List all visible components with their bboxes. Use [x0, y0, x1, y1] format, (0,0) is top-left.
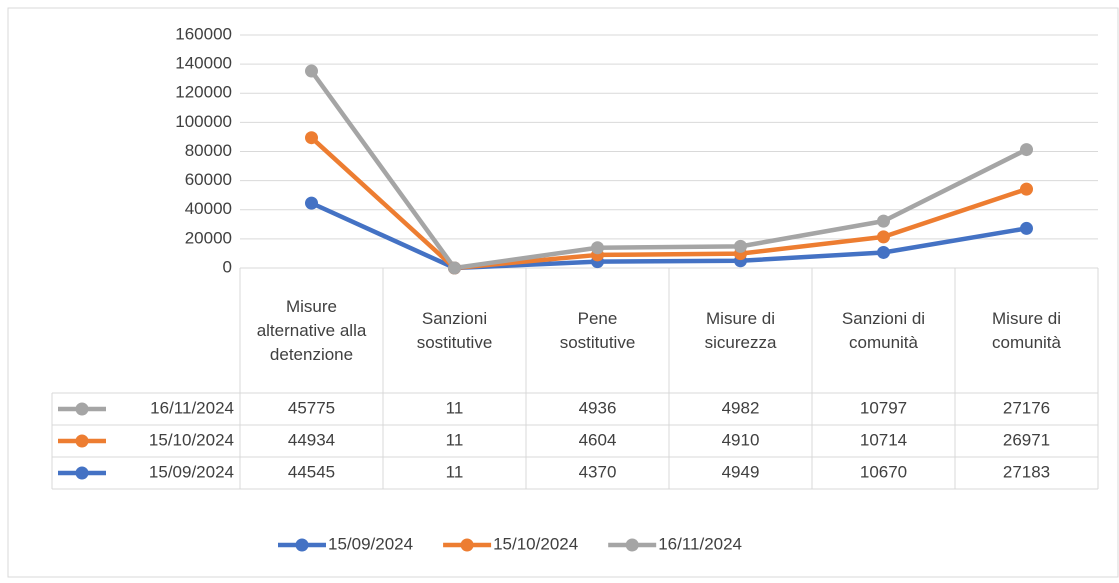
y-tick-label: 20000 [185, 228, 232, 247]
table-value: 44934 [288, 430, 335, 449]
legend-key [460, 538, 474, 552]
table-value: 4370 [579, 462, 617, 481]
table-value: 11 [446, 398, 464, 417]
table-value: 4949 [722, 462, 760, 481]
table-value: 10797 [860, 398, 907, 417]
legend-label: 15/10/2024 [493, 534, 578, 553]
x-tick-label: Sanzioni sostitutive [416, 308, 493, 352]
table-value: 27176 [1003, 398, 1050, 417]
table-value: 10670 [860, 462, 907, 481]
series-line [310, 201, 1027, 271]
table-value: 44545 [288, 462, 335, 481]
y-tick-label: 0 [223, 257, 232, 276]
data-point [734, 239, 747, 253]
data-point [305, 131, 318, 145]
data-point [877, 230, 890, 244]
table-series-name: 16/11/2024 [150, 398, 234, 417]
y-tick-label: 60000 [185, 170, 232, 189]
legend-label: 15/09/2024 [328, 534, 413, 553]
y-tick-label: 120000 [175, 83, 232, 102]
y-tick-label: 80000 [185, 141, 232, 160]
data-point [1020, 221, 1033, 235]
category-cell: Misure di sicurezza [704, 308, 777, 352]
series-line [309, 136, 1028, 271]
y-tick-label: 160000 [175, 24, 232, 43]
series-line [309, 69, 1028, 271]
table-series-name: 15/10/2024 [149, 430, 234, 449]
category-cell: Sanzioni sostitutive [416, 308, 493, 352]
y-tick-label: 140000 [175, 54, 232, 73]
category-cell: Misure di comunità [992, 308, 1061, 352]
table-value: 4982 [722, 398, 760, 417]
data-point [877, 214, 890, 228]
x-tick-label: Misure di sicurezza [704, 308, 777, 352]
table-value: 11 [446, 462, 464, 481]
x-tick-label: Misure alternative alla detenzione [256, 296, 367, 364]
chart-frame [7, 7, 1119, 578]
x-tick-label: Pene sostitutive [559, 308, 636, 352]
table-value: 4936 [579, 398, 617, 417]
legend-key [295, 538, 309, 552]
data-point [448, 261, 461, 275]
table-legend-key [75, 402, 89, 416]
data-point [305, 64, 318, 78]
data-point [1020, 182, 1033, 196]
table-legend-key [75, 434, 89, 448]
legend-key [625, 538, 639, 552]
x-tick-label: Misure di comunità [992, 308, 1061, 352]
data-point [305, 196, 318, 210]
table-value: 27183 [1003, 462, 1050, 481]
table-value: 4910 [722, 430, 760, 449]
table-value: 26971 [1003, 430, 1050, 449]
table-value: 10714 [860, 430, 907, 449]
data-point [1020, 143, 1033, 157]
table-value: 4604 [579, 430, 617, 449]
table-value: 11 [446, 430, 464, 449]
data-point [591, 241, 604, 255]
table-legend-key [75, 466, 89, 480]
category-cell: Sanzioni di comunità [841, 308, 926, 352]
y-tick-label: 40000 [185, 199, 232, 218]
legend-label: 16/11/2024 [658, 534, 742, 553]
data-point [877, 245, 890, 259]
y-tick-label: 100000 [175, 112, 232, 131]
category-cell: Misure alternative alla detenzione [256, 296, 367, 364]
x-tick-label: Sanzioni di comunità [841, 308, 926, 352]
table-series-name: 15/09/2024 [149, 462, 234, 481]
category-cell: Pene sostitutive [559, 308, 636, 352]
table-value: 45775 [288, 398, 335, 417]
